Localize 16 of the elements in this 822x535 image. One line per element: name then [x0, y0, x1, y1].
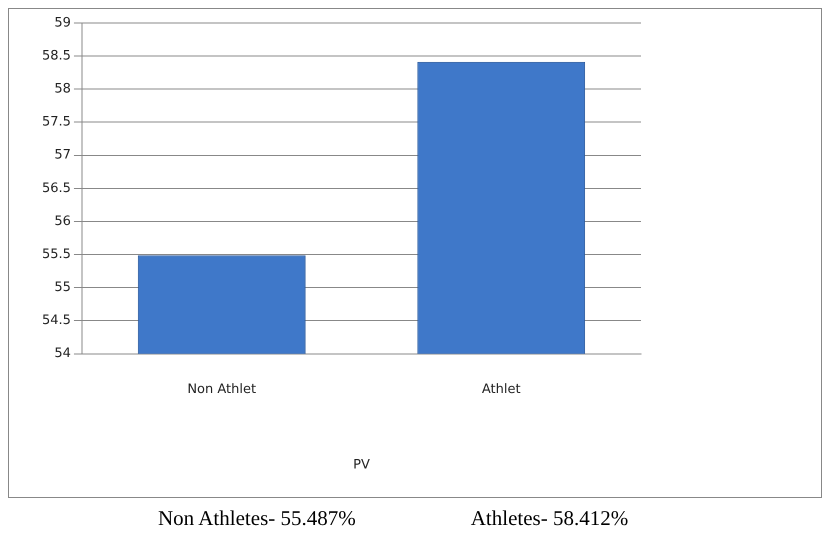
- y-tick-label: 55.5: [42, 246, 71, 262]
- y-tick-label: 59: [54, 15, 71, 30]
- y-tick-label: 54.5: [42, 313, 71, 328]
- y-tick-label: 57: [54, 148, 71, 163]
- x-axis-title: PV: [353, 458, 370, 473]
- y-tick-label: 56.5: [42, 180, 71, 196]
- y-tick-label: 57.5: [42, 114, 71, 130]
- text: Athletes- 58.412%: [470, 506, 628, 531]
- x-tick-label: Athlet: [482, 382, 521, 397]
- y-tick-label: 58: [54, 82, 71, 97]
- x-tick-label: Non Athlet: [187, 382, 256, 397]
- y-tick-label: 56: [54, 214, 71, 229]
- text: Non Athletes- 55.487%: [158, 506, 356, 531]
- y-tick-label: 55: [54, 280, 71, 296]
- y-tick-label: 54: [54, 346, 71, 362]
- y-tick-label: 58.5: [42, 48, 71, 64]
